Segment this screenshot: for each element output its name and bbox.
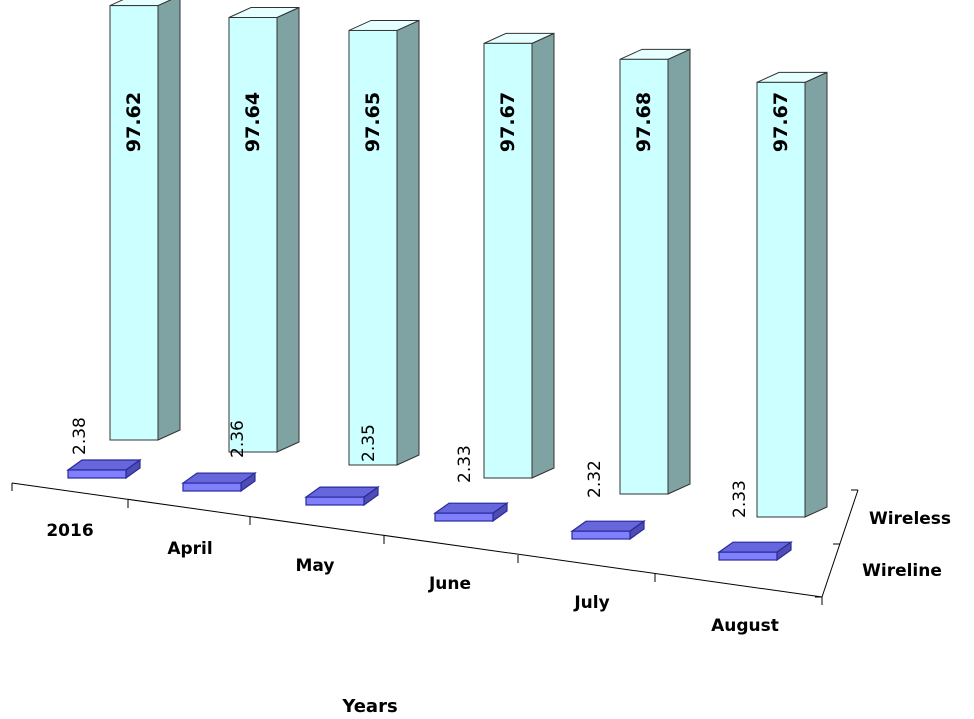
- wireline-series: [66, 458, 793, 562]
- wireline-data-label: 2.32: [585, 460, 605, 498]
- wireless-data-label: 97.67: [770, 92, 792, 152]
- wireless-bar: [348, 29, 398, 466]
- wireline-bar: [305, 496, 365, 506]
- wireless-bar-side: [396, 19, 420, 466]
- wireline-bar: [182, 482, 242, 492]
- wireless-bar-side: [667, 48, 691, 495]
- wireless-data-label: 97.65: [362, 92, 384, 152]
- wireless-data-label: 97.67: [497, 92, 519, 152]
- x-axis-title: Years: [341, 696, 397, 717]
- wireless-bar: [619, 58, 669, 495]
- wireless-data-label: 97.68: [633, 92, 655, 152]
- wireless-bar: [228, 17, 278, 453]
- x-tick-label: July: [573, 593, 609, 613]
- x-tick-label: May: [296, 556, 335, 576]
- wireline-bar: [434, 512, 494, 522]
- axes: [11, 482, 859, 605]
- x-tick-label: 2016: [46, 521, 93, 541]
- x-tick-label: June: [428, 574, 471, 594]
- wireless-data-label: 97.62: [123, 92, 145, 152]
- x-axis-line: [11, 482, 823, 598]
- wireless-series: [109, 0, 828, 518]
- depth-label-wireline: Wireline: [862, 561, 942, 581]
- wireline-data-label: 2.33: [730, 480, 750, 518]
- wireline-data-label: 2.33: [455, 445, 475, 483]
- x-tick-label: August: [711, 616, 779, 636]
- wireline-bar: [718, 551, 778, 561]
- x-tick-label: April: [167, 539, 212, 559]
- wireless-bar-side: [531, 32, 555, 479]
- wireless-bar-side: [276, 6, 300, 453]
- wireline-data-label: 2.38: [70, 417, 90, 455]
- wireless-bar: [483, 42, 533, 479]
- wireless-bar: [109, 5, 159, 441]
- wireline-data-label: 2.35: [359, 424, 379, 462]
- data-labels: 2016 April May June July August 97.62 97.64 97.6…: [46, 92, 792, 636]
- wireless-bar-side: [804, 71, 828, 518]
- wireline-data-label: 2.36: [228, 420, 248, 458]
- wireline-bar: [571, 530, 631, 540]
- depth-label-wireless: Wireless: [869, 509, 951, 529]
- wireline-bar: [67, 469, 127, 479]
- wireless-bar-side: [157, 0, 181, 441]
- wireless-bar: [756, 81, 806, 518]
- wireless-data-label: 97.64: [242, 92, 264, 152]
